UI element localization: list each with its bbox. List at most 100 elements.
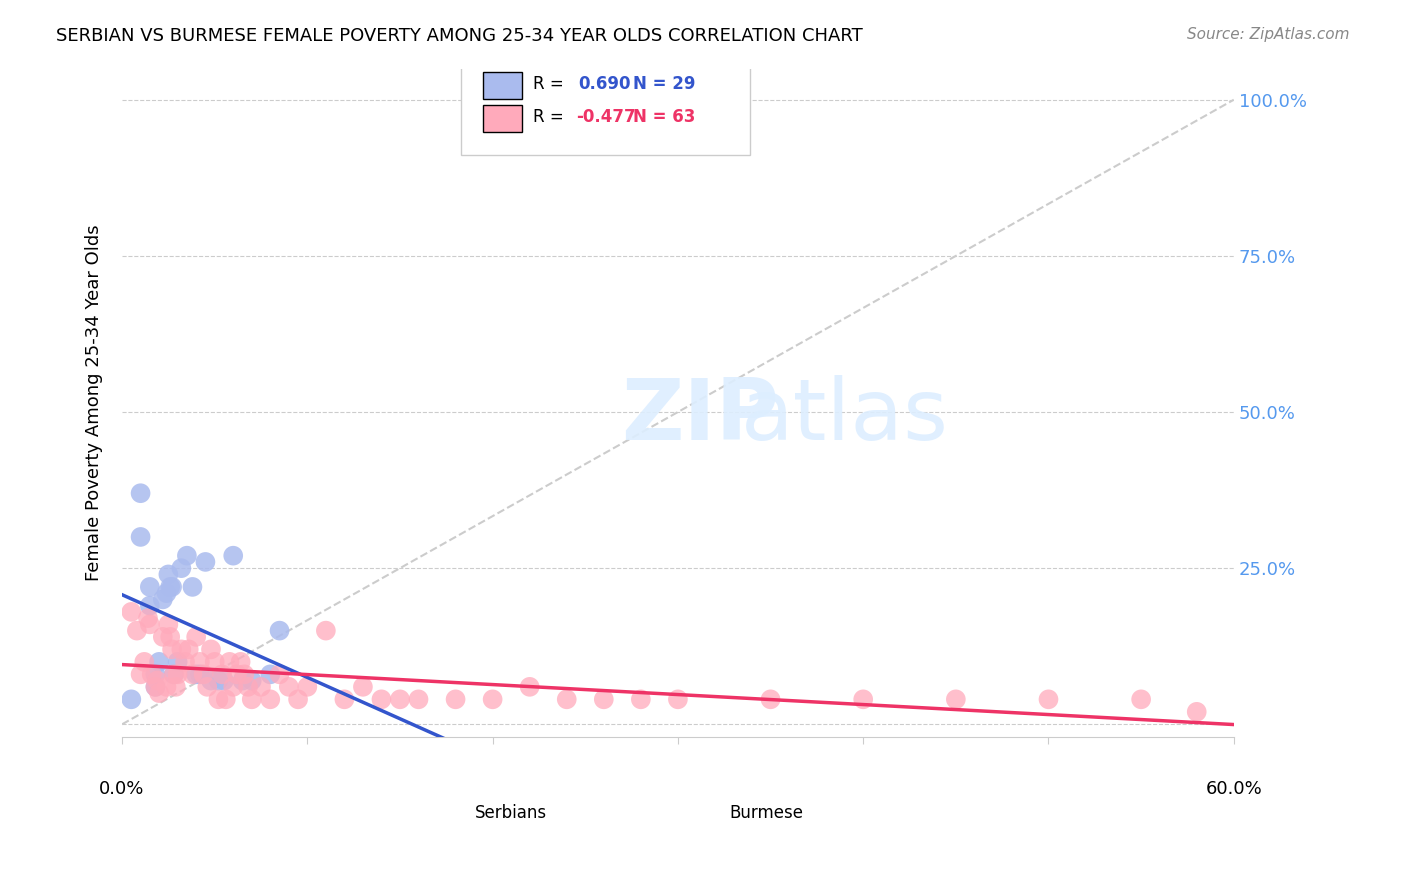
Point: [139, 617, 162, 632]
Point: [408, 692, 430, 706]
Point: [215, 692, 238, 706]
Point: [1185, 705, 1208, 719]
Point: [181, 580, 204, 594]
Point: [945, 692, 967, 706]
Point: [481, 692, 503, 706]
Point: [222, 680, 245, 694]
Point: [176, 549, 198, 563]
Point: [1038, 692, 1060, 706]
Text: ZIP: ZIP: [621, 375, 779, 458]
Text: -0.477: -0.477: [575, 108, 636, 127]
Point: [315, 624, 337, 638]
FancyBboxPatch shape: [484, 72, 522, 99]
Point: [352, 680, 374, 694]
Point: [277, 680, 299, 694]
FancyBboxPatch shape: [461, 55, 751, 155]
Point: [269, 624, 291, 638]
Point: [141, 667, 163, 681]
Point: [120, 605, 142, 619]
Point: [519, 680, 541, 694]
Point: [229, 655, 252, 669]
Point: [231, 673, 253, 688]
Point: [186, 667, 208, 681]
Point: [159, 630, 181, 644]
Y-axis label: Female Poverty Among 25-34 Year Olds: Female Poverty Among 25-34 Year Olds: [86, 225, 103, 581]
Point: [269, 667, 291, 681]
Text: N = 63: N = 63: [634, 108, 696, 127]
Point: [204, 655, 226, 669]
Point: [200, 642, 222, 657]
Point: [188, 655, 211, 669]
Point: [250, 680, 273, 694]
Point: [120, 692, 142, 706]
Point: [170, 642, 193, 657]
Point: [166, 667, 188, 681]
Point: [170, 561, 193, 575]
Point: [240, 673, 263, 688]
Text: R =: R =: [533, 75, 569, 93]
Point: [759, 692, 782, 706]
Text: atlas: atlas: [741, 375, 949, 458]
Point: [200, 673, 222, 688]
Point: [207, 692, 229, 706]
Point: [139, 599, 162, 613]
Text: 0.690: 0.690: [578, 75, 630, 93]
Point: [157, 567, 180, 582]
Point: [136, 611, 159, 625]
Text: Serbians: Serbians: [475, 804, 547, 822]
Point: [129, 530, 152, 544]
Point: [139, 580, 162, 594]
Point: [240, 692, 263, 706]
Point: [145, 680, 167, 694]
Point: [194, 555, 217, 569]
FancyBboxPatch shape: [461, 783, 489, 800]
Point: [148, 686, 170, 700]
Point: [157, 617, 180, 632]
Point: [852, 692, 875, 706]
Point: [370, 692, 392, 706]
Point: [155, 680, 177, 694]
Text: SERBIAN VS BURMESE FEMALE POVERTY AMONG 25-34 YEAR OLDS CORRELATION CHART: SERBIAN VS BURMESE FEMALE POVERTY AMONG …: [56, 27, 863, 45]
Point: [134, 655, 156, 669]
Point: [166, 655, 188, 669]
Point: [152, 592, 174, 607]
Text: Source: ZipAtlas.com: Source: ZipAtlas.com: [1187, 27, 1350, 42]
Text: R =: R =: [533, 108, 569, 127]
Point: [163, 667, 186, 681]
Point: [630, 692, 652, 706]
Text: N = 29: N = 29: [634, 75, 696, 93]
Text: 0.0%: 0.0%: [100, 780, 145, 798]
Point: [259, 667, 281, 681]
Point: [1130, 692, 1153, 706]
Point: [129, 667, 152, 681]
Point: [333, 692, 356, 706]
Point: [287, 692, 309, 706]
Point: [129, 486, 152, 500]
Point: [177, 642, 200, 657]
Text: 60.0%: 60.0%: [1205, 780, 1263, 798]
Point: [152, 630, 174, 644]
Point: [145, 680, 167, 694]
Point: [193, 667, 215, 681]
Point: [186, 630, 208, 644]
FancyBboxPatch shape: [484, 105, 522, 132]
Point: [145, 667, 167, 681]
Point: [195, 680, 218, 694]
Point: [592, 692, 614, 706]
Point: [666, 692, 689, 706]
Text: Burmese: Burmese: [730, 804, 804, 822]
Point: [160, 642, 183, 657]
Point: [222, 549, 245, 563]
Point: [212, 673, 235, 688]
Point: [218, 655, 240, 669]
Point: [236, 680, 259, 694]
Point: [388, 692, 411, 706]
Point: [155, 586, 177, 600]
Point: [148, 655, 170, 669]
Point: [207, 673, 229, 688]
Point: [174, 655, 197, 669]
Point: [259, 692, 281, 706]
FancyBboxPatch shape: [717, 783, 745, 800]
Point: [226, 667, 249, 681]
Point: [163, 667, 186, 681]
